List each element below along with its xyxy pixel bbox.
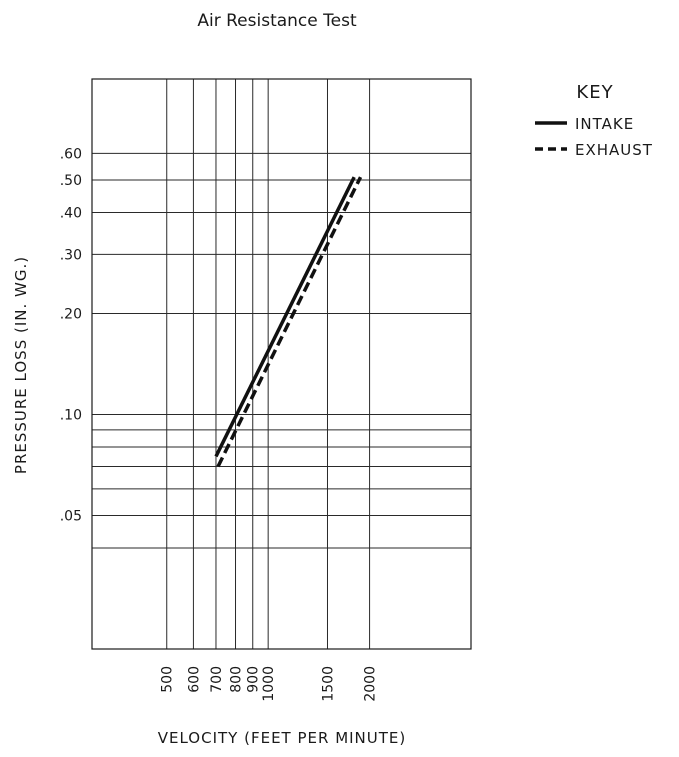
chart-title: Air Resistance Test bbox=[197, 11, 357, 31]
x-tick-labels: 500 600 700 800 900 1000 1500 2000 bbox=[160, 666, 379, 702]
x-tick-label: 600 bbox=[186, 666, 202, 693]
y-tick-label: .10 bbox=[60, 407, 82, 423]
x-tick-label: 500 bbox=[160, 666, 176, 693]
legend-title: KEY bbox=[576, 82, 613, 103]
series-layer bbox=[214, 176, 363, 468]
x-tick-label: 1000 bbox=[261, 666, 277, 702]
y-tick-label: .50 bbox=[60, 173, 82, 189]
x-tick-label: 900 bbox=[246, 666, 262, 693]
y-tick-label: .05 bbox=[60, 508, 82, 524]
series-line-exhaust bbox=[216, 176, 363, 468]
legend: KEY INTAKE EXHAUST bbox=[535, 82, 653, 159]
grid bbox=[92, 79, 471, 649]
legend-label-intake: INTAKE bbox=[575, 115, 634, 133]
x-tick-label: 2000 bbox=[363, 666, 379, 702]
series-line-intake bbox=[214, 176, 356, 458]
y-tick-label: .30 bbox=[60, 247, 82, 263]
y-tick-label: .20 bbox=[60, 307, 82, 323]
y-tick-label: .60 bbox=[60, 146, 82, 162]
x-tick-label: 700 bbox=[209, 666, 225, 693]
x-tick-label: 1500 bbox=[320, 666, 336, 702]
y-tick-labels: .60 .50 .40 .30 .20 .10 .05 bbox=[60, 146, 82, 524]
plot-frame bbox=[91, 78, 472, 650]
y-axis-label: PRESSURE LOSS (IN. WG.) bbox=[12, 256, 30, 474]
x-axis-label: VELOCITY (FEET PER MINUTE) bbox=[158, 729, 407, 747]
y-tick-label: .40 bbox=[60, 206, 82, 222]
x-tick-label: 800 bbox=[229, 666, 245, 693]
legend-label-exhaust: EXHAUST bbox=[575, 141, 653, 159]
